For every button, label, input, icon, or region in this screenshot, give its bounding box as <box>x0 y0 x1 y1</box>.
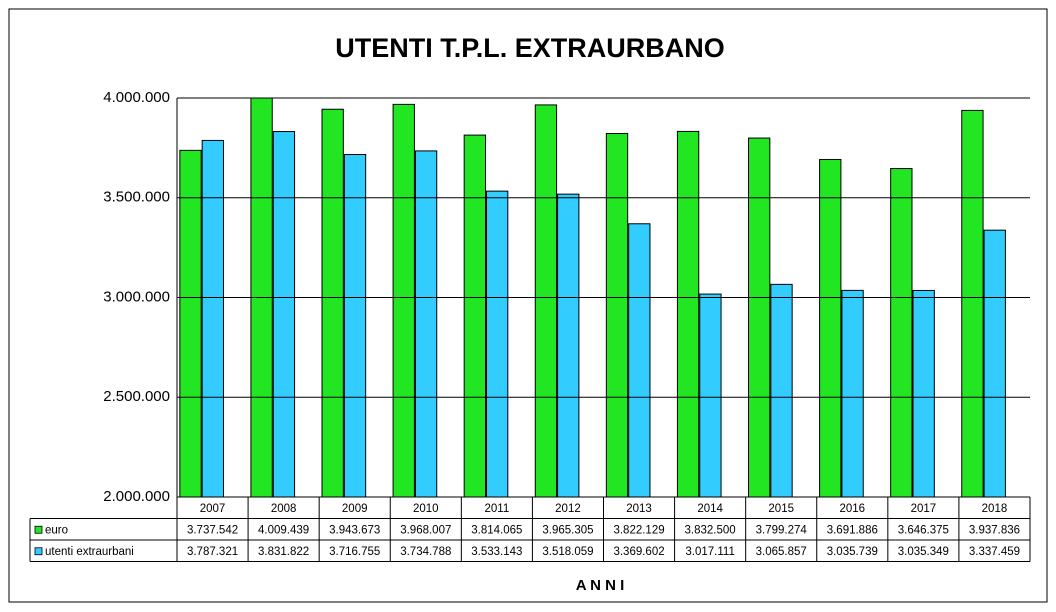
x-tick-label: 2013 <box>626 503 652 515</box>
legend-swatch <box>34 525 43 534</box>
bar <box>414 150 438 497</box>
bar <box>605 132 629 497</box>
bar <box>912 289 935 497</box>
x-tick-label: 2009 <box>342 503 368 515</box>
bar <box>676 130 700 497</box>
data-label: 3.799.274 <box>756 524 808 536</box>
data-label: 3.737.542 <box>187 524 238 536</box>
x-tick-label: 2015 <box>768 503 794 515</box>
bars <box>179 98 1006 497</box>
data-label: 3.943.673 <box>329 524 380 536</box>
bar <box>463 134 487 497</box>
data-label: 3.035.349 <box>898 546 949 558</box>
y-tick-label: 3.500.000 <box>103 189 170 206</box>
bar <box>748 137 771 497</box>
data-label: 3.937.836 <box>969 524 1020 536</box>
data-label: 3.831.822 <box>258 546 309 558</box>
bar <box>534 104 558 497</box>
bar <box>841 289 864 497</box>
data-label: 3.814.065 <box>471 524 522 536</box>
bar <box>699 293 722 497</box>
bar <box>770 283 793 497</box>
bar <box>819 158 842 497</box>
x-tick-label: 2018 <box>982 503 1008 515</box>
bar <box>343 154 367 497</box>
bar <box>983 229 1006 497</box>
data-label: 3.691.886 <box>827 524 878 536</box>
legend-label: euro <box>45 524 68 536</box>
y-tick-label: 2.500.000 <box>103 388 170 405</box>
y-tick-label: 2.000.000 <box>103 488 170 505</box>
bar <box>272 131 296 497</box>
data-label: 3.716.755 <box>329 546 380 558</box>
data-label: 3.035.739 <box>827 546 878 558</box>
bar <box>486 190 509 497</box>
y-tick-label: 3.000.000 <box>103 288 170 305</box>
x-tick-label: 2008 <box>271 503 297 515</box>
x-tick-label: 2007 <box>200 503 226 515</box>
y-tick-label: 4.000.000 <box>103 89 170 106</box>
bar <box>961 109 984 497</box>
data-label: 3.965.305 <box>542 524 593 536</box>
data-label: 3.787.321 <box>187 546 238 558</box>
data-label: 3.065.857 <box>756 546 807 558</box>
x-tick-label: 2010 <box>413 503 439 515</box>
bar <box>392 103 415 497</box>
bar <box>628 223 651 497</box>
data-label: 3.832.500 <box>685 524 736 536</box>
bar <box>890 168 913 497</box>
data-label: 3.533.143 <box>471 546 522 558</box>
x-tick-label: 2016 <box>839 503 865 515</box>
data-label: 3.017.111 <box>685 546 734 558</box>
x-tick-label: 2014 <box>697 503 723 515</box>
data-label: 3.369.602 <box>613 546 664 558</box>
data-label: 3.518.059 <box>542 546 593 558</box>
chart-title: UTENTI T.P.L. EXTRAURBANO <box>335 33 725 63</box>
x-tick-label: 2011 <box>485 503 510 515</box>
bar <box>321 108 344 497</box>
data-label: 3.968.007 <box>400 524 451 536</box>
x-tick-label: 2012 <box>555 503 581 515</box>
data-label: 3.734.788 <box>400 546 451 558</box>
bar <box>179 149 202 497</box>
legend-label: utenti extraurbani <box>45 546 134 558</box>
data-label: 3.337.459 <box>969 546 1020 558</box>
data-label: 4.009.439 <box>258 524 309 536</box>
bar <box>201 139 224 497</box>
x-tick-label: 2017 <box>911 503 937 515</box>
data-label: 3.822.129 <box>613 524 664 536</box>
bar <box>557 193 580 497</box>
bar <box>250 98 273 497</box>
legend-swatch <box>34 547 43 556</box>
x-axis-label: A N N I <box>576 577 625 594</box>
data-label: 3.646.375 <box>898 524 949 536</box>
